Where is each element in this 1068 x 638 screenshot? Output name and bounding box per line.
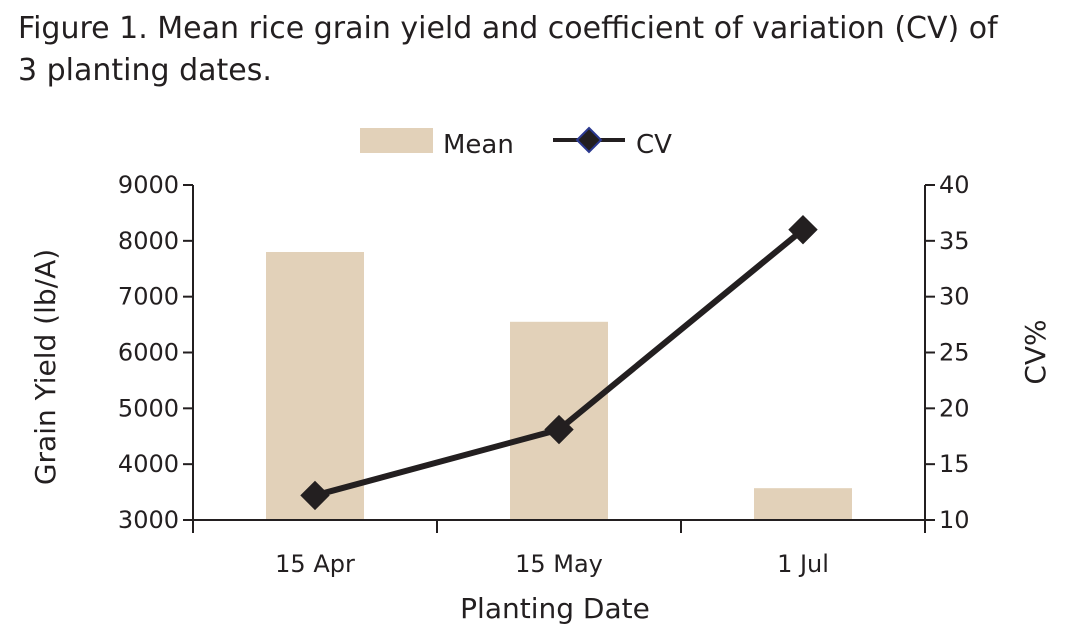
bar-mean-3 [754,488,852,520]
x-tick-label: 15 May [515,550,603,578]
x-axis-title: Planting Date [460,592,650,625]
y2-tick-label: 15 [939,450,970,478]
legend-swatch-mean [360,128,433,153]
caption-line-2: 3 planting dates. [18,53,272,88]
legend-label-mean: Mean [443,130,514,160]
y-tick-label: 8000 [118,227,179,255]
y2-axis-title: CV% [1019,319,1052,384]
y2-tick-label: 25 [939,339,970,367]
legend-swatch-cv-marker [575,126,603,154]
y2-tick-label: 30 [939,283,970,311]
y2-tick-label: 10 [939,506,970,534]
y2-tick-label: 20 [939,394,970,422]
y-tick-label: 6000 [118,339,179,367]
y-tick-label: 9000 [118,171,179,199]
y-tick-label: 4000 [118,450,179,478]
y2-tick-label: 40 [939,171,970,199]
cv-point-2 [544,414,574,445]
figure-caption: Figure 1. Mean rice grain yield and coef… [18,8,1058,92]
x-tick-label: 1 Jul [777,550,829,578]
x-tick-label: 15 Apr [275,550,355,578]
caption-line-1: Figure 1. Mean rice grain yield and coef… [18,11,998,46]
cv-point-3 [788,214,818,245]
bar-mean-1 [266,252,364,520]
y-tick-label: 7000 [118,283,179,311]
y-tick-label: 3000 [118,506,179,534]
legend-label-cv: CV [636,130,672,160]
cv-point-1 [300,480,330,511]
y-axis-title: Grain Yield (lb/A) [29,249,62,485]
y-tick-label: 5000 [118,394,179,422]
y2-tick-label: 35 [939,227,970,255]
